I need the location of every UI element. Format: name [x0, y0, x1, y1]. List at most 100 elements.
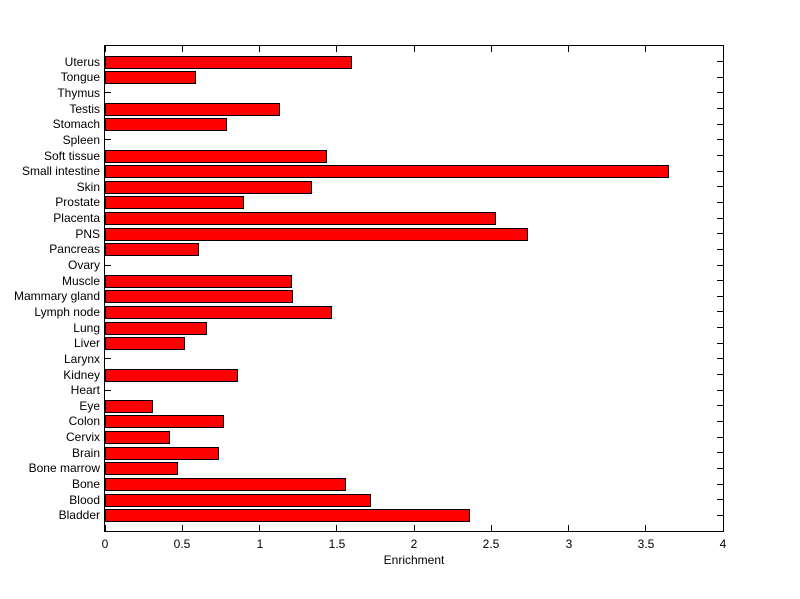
y-label-muscle: Muscle	[61, 274, 100, 288]
x-tick-label-3.5: 3.5	[637, 537, 655, 551]
y-label-ovary: Ovary	[67, 258, 100, 272]
y-tick-right-lymph-node	[717, 311, 723, 313]
y-tick-right-prostate	[717, 201, 723, 203]
y-label-brain: Brain	[71, 446, 100, 460]
y-label-bone-marrow: Bone marrow	[28, 461, 100, 475]
bar-tongue	[105, 71, 196, 84]
x-tick-top-2	[413, 46, 415, 52]
y-label-colon: Colon	[68, 414, 100, 428]
y-tick-right-colon	[717, 420, 723, 422]
bar-liver	[105, 337, 185, 350]
y-tick-right-pancreas	[717, 248, 723, 250]
y-tick-left-ovary	[105, 264, 111, 266]
y-label-blood: Blood	[69, 493, 100, 507]
y-label-larynx: Larynx	[63, 352, 100, 366]
y-label-lymph-node: Lymph node	[34, 305, 100, 319]
x-tick-bottom-3	[568, 525, 569, 531]
y-tick-right-placenta	[717, 217, 723, 219]
x-tick-label-0.5: 0.5	[173, 537, 191, 551]
y-label-spleen: Spleen	[62, 133, 100, 147]
x-tick-label-1: 1	[256, 537, 264, 551]
bar-kidney	[105, 369, 238, 382]
x-tick-label-1.5: 1.5	[328, 537, 346, 551]
bar-prostate	[105, 196, 244, 209]
y-tick-right-stomach	[717, 123, 723, 125]
y-label-pancreas: Pancreas	[49, 242, 100, 256]
y-label-pns: PNS	[75, 227, 100, 241]
bar-pancreas	[105, 243, 199, 256]
y-tick-right-kidney	[717, 374, 723, 376]
y-tick-left-larynx	[105, 358, 111, 360]
bar-blood	[105, 494, 371, 507]
x-tick-bottom-4	[722, 525, 724, 531]
bar-small-intestine	[105, 165, 669, 178]
x-tick-top-3.5	[645, 46, 647, 52]
x-tick-label-4: 4	[719, 537, 727, 551]
y-label-placenta: Placenta	[53, 211, 100, 225]
y-tick-right-uterus	[717, 61, 723, 63]
y-tick-right-bladder	[717, 514, 723, 516]
y-tick-right-bone-marrow	[717, 467, 723, 469]
y-label-kidney: Kidney	[63, 368, 100, 382]
y-tick-right-ovary	[717, 264, 723, 266]
bar-mammary-gland	[105, 290, 293, 303]
y-tick-right-larynx	[717, 358, 723, 360]
x-tick-top-4	[722, 46, 724, 52]
y-tick-right-liver	[717, 342, 723, 344]
bar-colon	[105, 415, 224, 428]
x-tick-label-2.5: 2.5	[482, 537, 500, 551]
y-tick-right-pns	[717, 233, 723, 235]
y-label-stomach: Stomach	[52, 117, 100, 131]
x-tick-bottom-1	[259, 525, 260, 531]
bar-stomach	[105, 118, 227, 131]
bar-testis	[105, 103, 280, 116]
bar-soft-tissue	[105, 150, 327, 163]
x-tick-top-0.5	[181, 46, 183, 52]
y-label-bladder: Bladder	[58, 508, 100, 522]
bar-muscle	[105, 275, 292, 288]
y-label-tongue: Tongue	[60, 70, 100, 84]
y-label-eye: Eye	[79, 399, 100, 413]
plot-area	[104, 45, 724, 532]
y-label-lung: Lung	[73, 321, 100, 335]
bar-bone-marrow	[105, 462, 178, 475]
x-tick-label-0: 0	[101, 537, 109, 551]
bar-pns	[105, 228, 528, 241]
y-tick-right-testis	[717, 108, 723, 110]
x-tick-bottom-2.5	[490, 525, 492, 531]
y-label-thymus: Thymus	[57, 86, 100, 100]
y-label-mammary-gland: Mammary gland	[13, 289, 100, 303]
y-tick-right-thymus	[717, 92, 723, 94]
y-label-liver: Liver	[73, 336, 100, 350]
y-label-bone: Bone	[71, 477, 100, 491]
x-tick-bottom-2	[413, 525, 415, 531]
bar-eye	[105, 400, 153, 413]
y-tick-right-bone	[717, 483, 723, 485]
bar-bone	[105, 478, 346, 491]
y-tick-left-heart	[105, 389, 111, 391]
y-label-prostate: Prostate	[55, 195, 100, 209]
y-label-skin: Skin	[76, 180, 100, 194]
x-tick-top-1.5	[336, 46, 338, 52]
x-tick-top-1	[259, 46, 260, 52]
x-tick-top-0	[104, 46, 106, 52]
bar-lung	[105, 322, 207, 335]
y-tick-right-heart	[717, 389, 723, 391]
bar-skin	[105, 181, 312, 194]
x-tick-bottom-3.5	[645, 525, 647, 531]
x-tick-top-2.5	[490, 46, 492, 52]
bar-placenta	[105, 212, 496, 225]
y-tick-right-brain	[717, 452, 723, 454]
y-label-soft-tissue: Soft tissue	[43, 149, 100, 163]
x-tick-bottom-1.5	[336, 525, 338, 531]
y-label-cervix: Cervix	[65, 430, 100, 444]
y-tick-right-blood	[717, 499, 723, 501]
y-tick-right-small-intestine	[717, 170, 723, 172]
y-label-uterus: Uterus	[64, 55, 100, 69]
bar-uterus	[105, 56, 352, 69]
y-tick-right-skin	[717, 186, 723, 188]
y-tick-right-lung	[717, 327, 723, 329]
y-tick-left-thymus	[105, 92, 111, 94]
x-tick-top-3	[568, 46, 569, 52]
bar-bladder	[105, 509, 470, 522]
